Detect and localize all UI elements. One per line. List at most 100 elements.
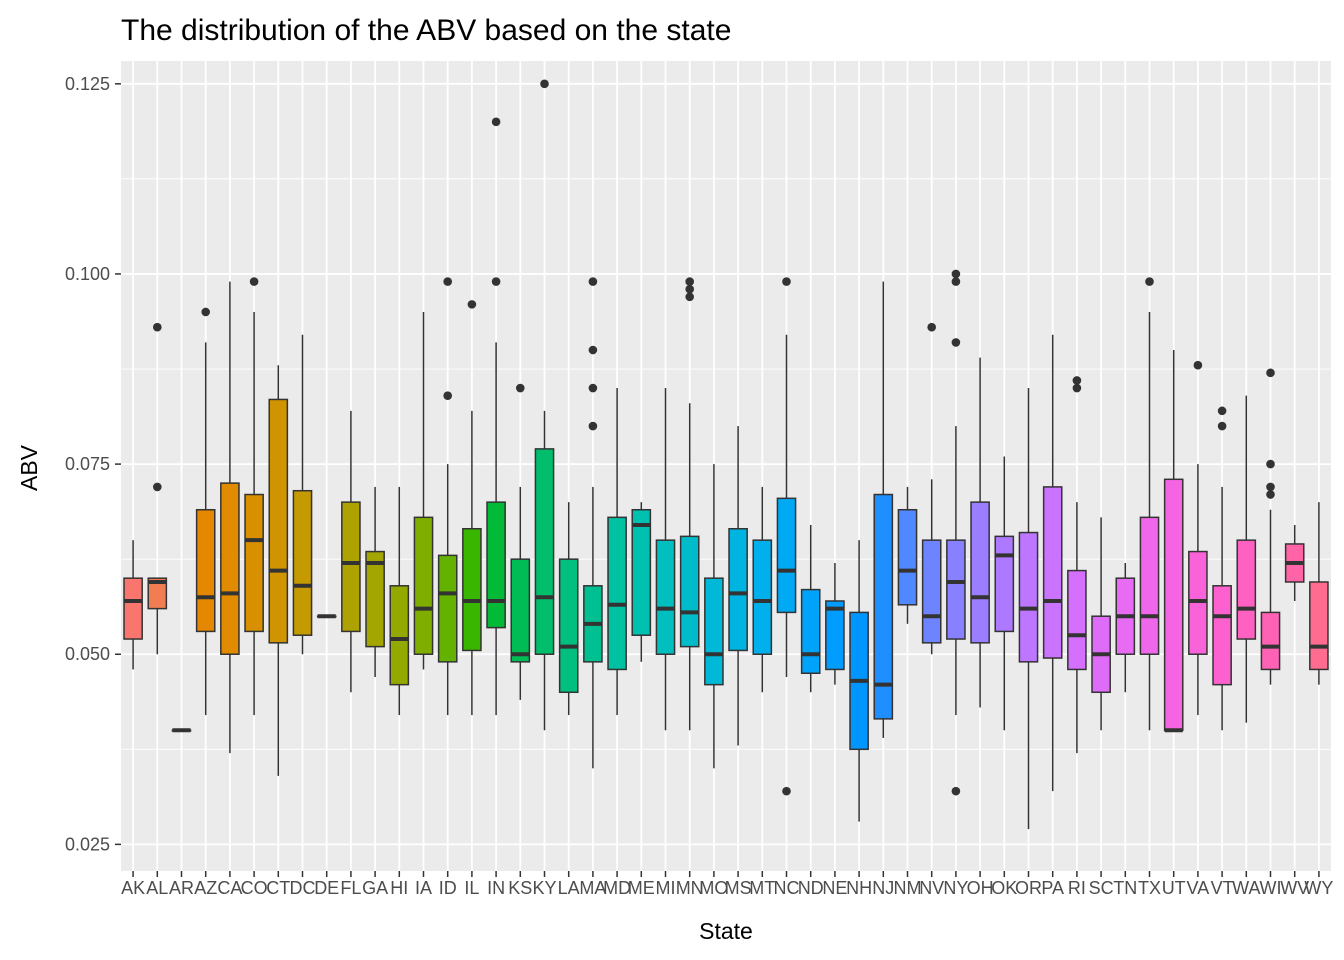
outlier-point <box>782 786 791 796</box>
iqr-box <box>462 527 482 652</box>
iqr-box <box>1067 569 1087 671</box>
x-tick-label-wa: WA <box>1232 878 1260 898</box>
iqr-box <box>268 398 289 644</box>
x-tick-label-ca: CA <box>217 878 242 898</box>
iqr-box <box>244 493 264 633</box>
box-nj <box>873 281 894 738</box>
outlier-point <box>951 277 961 286</box>
box-ia <box>413 311 434 670</box>
iqr-box <box>437 554 458 663</box>
box-vt <box>1212 406 1232 731</box>
box-tx <box>1139 277 1160 731</box>
x-tick-label-ga: GA <box>362 878 388 898</box>
iqr-box <box>946 539 966 640</box>
box-ne <box>825 562 845 685</box>
x-tick-label-nd: ND <box>798 878 824 898</box>
x-tick-label-or: OR <box>1015 878 1042 898</box>
box-la <box>558 502 579 716</box>
outlier-point <box>467 300 477 309</box>
box-oh <box>970 357 990 708</box>
iqr-box <box>1260 611 1281 671</box>
y-tick-label: 0.050 <box>65 644 110 664</box>
x-tick-label-nc: NC <box>774 878 800 898</box>
iqr-box <box>1042 486 1063 659</box>
outlier-point <box>782 277 791 286</box>
outlier-point <box>927 322 936 332</box>
outlier-point <box>516 383 525 393</box>
outlier-point <box>588 421 598 431</box>
iqr-box <box>607 516 627 671</box>
iqr-box <box>728 527 748 652</box>
x-axis-title: State <box>699 918 753 944</box>
iqr-box <box>873 493 894 720</box>
iqr-box <box>341 501 361 633</box>
iqr-box <box>752 539 773 655</box>
box-az <box>195 307 216 716</box>
box-nh <box>849 540 869 822</box>
outlier-point <box>1217 421 1227 431</box>
box-ct <box>268 365 289 776</box>
iqr-box <box>195 508 216 633</box>
y-axis-title: ABV <box>16 444 42 491</box>
x-tick-label-ms: MS <box>725 878 752 898</box>
x-tick-label-dc: DC <box>290 878 316 898</box>
box-tn <box>1115 562 1136 693</box>
outlier-point <box>1266 490 1275 499</box>
x-tick-label-nh: NH <box>846 878 872 898</box>
box-nd <box>800 524 821 693</box>
iqr-box <box>220 482 240 655</box>
x-tick-label-ny: NY <box>943 878 968 898</box>
box-wv <box>1284 524 1305 601</box>
chart-title: The distribution of the ABV based on the… <box>121 14 731 47</box>
x-tick-label-co: CO <box>241 878 268 898</box>
x-tick-label-nm: NM <box>894 878 922 898</box>
outlier-point <box>443 277 453 286</box>
iqr-box <box>292 489 313 636</box>
x-tick-label-tx: TX <box>1138 878 1161 898</box>
box-me <box>631 502 652 662</box>
outlier-point <box>685 284 694 294</box>
y-tick-label: 0.025 <box>65 834 110 854</box>
outlier-point <box>1266 459 1275 469</box>
box-or <box>1018 388 1039 830</box>
x-tick-label-hi: HI <box>390 878 408 898</box>
outlier-point <box>153 482 162 492</box>
box-mn <box>679 277 700 731</box>
boxes-layer <box>123 79 1329 830</box>
box-al <box>147 322 168 655</box>
x-tick-label-ne: NE <box>822 878 847 898</box>
box-wy <box>1309 502 1329 685</box>
box-ga <box>365 486 385 678</box>
outlier-point <box>1193 360 1203 370</box>
iqr-box <box>486 501 506 629</box>
box-in <box>486 117 506 716</box>
box-id <box>437 277 458 716</box>
outlier-point <box>588 383 598 393</box>
outlier-point <box>491 117 501 127</box>
x-tick-label-mi: MI <box>656 878 676 898</box>
x-tick-label-oh: OH <box>967 878 994 898</box>
box-ca <box>220 281 240 754</box>
outlier-point <box>951 338 961 347</box>
box-md <box>607 388 627 716</box>
x-tick-label-wy: WY <box>1304 878 1333 898</box>
x-tick-label-ar: AR <box>169 878 194 898</box>
box-sc <box>1091 517 1111 731</box>
x-tick-label-tn: TN <box>1113 878 1137 898</box>
box-pa <box>1042 334 1063 792</box>
plot-panel <box>121 61 1331 871</box>
x-tick-label-az: AZ <box>194 878 217 898</box>
box-dc <box>292 334 313 655</box>
x-tick-label-mo: MO <box>699 878 728 898</box>
x-tick-label-nv: NV <box>919 878 944 898</box>
iqr-box <box>123 577 143 640</box>
box-mo <box>704 464 724 769</box>
x-tick-label-ma: MA <box>579 878 606 898</box>
iqr-box <box>776 497 797 614</box>
iqr-box <box>679 535 700 648</box>
iqr-box <box>534 448 555 655</box>
iqr-box <box>1309 581 1329 671</box>
iqr-box <box>1212 585 1232 686</box>
x-tick-label-fl: FL <box>340 878 361 898</box>
x-tick-label-id: ID <box>439 878 457 898</box>
